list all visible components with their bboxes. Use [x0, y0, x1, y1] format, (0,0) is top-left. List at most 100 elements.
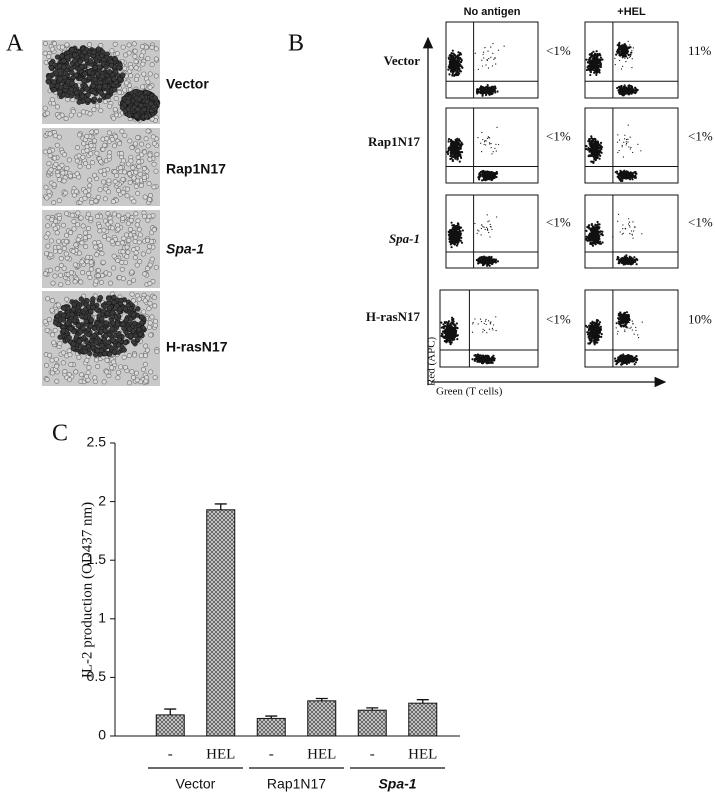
- cell-clump: [52, 80, 57, 85]
- cell-clump: [119, 298, 124, 303]
- cell: [141, 367, 145, 371]
- cell: [98, 243, 102, 247]
- cell: [52, 200, 56, 204]
- event-dot: [492, 65, 493, 66]
- cell-clump: [120, 73, 125, 78]
- event-dot: [630, 51, 632, 53]
- percentage: <1%: [546, 128, 571, 143]
- event-dot: [454, 154, 456, 156]
- cell-clump: [72, 53, 77, 58]
- cell-line-label: Vector: [166, 76, 209, 92]
- cell: [64, 252, 68, 256]
- event-dot: [485, 92, 487, 94]
- event-dot: [478, 260, 480, 262]
- cell-clump: [62, 75, 67, 80]
- cell: [146, 56, 150, 60]
- cell: [116, 370, 120, 374]
- cell: [79, 280, 83, 284]
- cell-clump: [117, 337, 122, 342]
- event-dot: [620, 48, 622, 50]
- event-dot: [488, 232, 489, 233]
- event-dot: [591, 69, 593, 71]
- event-dot: [484, 144, 485, 145]
- event-dot: [625, 55, 627, 57]
- cell: [135, 179, 139, 183]
- cell: [116, 376, 120, 380]
- cell: [55, 231, 59, 235]
- cell-clump: [48, 61, 53, 66]
- event-dot: [451, 147, 453, 149]
- event-dot: [492, 172, 494, 174]
- event-dot: [589, 57, 591, 59]
- event-dot: [484, 171, 486, 173]
- event-dot: [457, 237, 459, 239]
- event-dot: [626, 139, 627, 140]
- cell-clump: [112, 300, 117, 305]
- event-dot: [615, 54, 617, 56]
- cell: [154, 57, 158, 61]
- event-dot: [486, 173, 488, 175]
- event-dot: [488, 58, 489, 59]
- event-dot: [498, 50, 499, 51]
- cell: [125, 254, 129, 258]
- cell: [147, 214, 151, 218]
- cell: [121, 190, 125, 194]
- event-dot: [484, 141, 485, 142]
- event-dot: [493, 59, 494, 60]
- cell: [129, 66, 133, 70]
- cell-clump: [107, 77, 112, 82]
- micrograph: [42, 291, 160, 386]
- cell-clump: [87, 70, 92, 75]
- event-dot: [629, 44, 630, 45]
- event-dot: [599, 59, 601, 61]
- cell-clump: [46, 75, 51, 80]
- cell-clump: [58, 85, 63, 90]
- cell: [87, 365, 91, 369]
- event-dot: [491, 176, 493, 178]
- cell-clump: [99, 343, 104, 348]
- event-dot: [587, 68, 589, 70]
- cell: [103, 99, 107, 103]
- event-dot: [596, 151, 598, 153]
- row-label: Rap1N17: [368, 134, 421, 149]
- event-dot: [460, 151, 462, 153]
- event-dot: [484, 262, 486, 264]
- cell: [68, 174, 72, 178]
- cell: [66, 281, 70, 285]
- event-dot: [629, 57, 630, 58]
- cell: [143, 353, 147, 357]
- event-dot: [477, 176, 479, 178]
- cell: [65, 43, 69, 47]
- cell: [81, 224, 85, 228]
- cell: [134, 170, 138, 174]
- cell-clump: [127, 113, 132, 118]
- cell: [132, 199, 136, 203]
- row-label: Spa-1: [389, 231, 420, 246]
- event-dot: [634, 171, 636, 173]
- event-dot: [449, 63, 451, 65]
- event-dot: [483, 227, 484, 228]
- cell: [81, 155, 85, 159]
- cell: [107, 131, 111, 135]
- cell-clump: [74, 90, 79, 95]
- event-dot: [491, 179, 493, 181]
- cell: [54, 364, 58, 368]
- cell-clump: [105, 311, 110, 316]
- event-dot: [490, 57, 491, 58]
- cell: [145, 348, 149, 352]
- event-dot: [614, 58, 615, 59]
- event-dot: [593, 61, 595, 63]
- event-dot: [628, 47, 630, 49]
- cell-clump: [112, 87, 117, 92]
- cell: [142, 72, 146, 76]
- event-dot: [629, 54, 631, 56]
- event-dot: [601, 152, 603, 154]
- cell-clump: [81, 326, 86, 331]
- cell: [137, 164, 141, 168]
- cell-clump: [88, 58, 93, 63]
- panel-letter: C: [52, 421, 68, 447]
- cell-clump: [99, 316, 104, 321]
- event-dot: [488, 67, 489, 68]
- cell: [121, 159, 125, 163]
- event-dot: [594, 157, 596, 159]
